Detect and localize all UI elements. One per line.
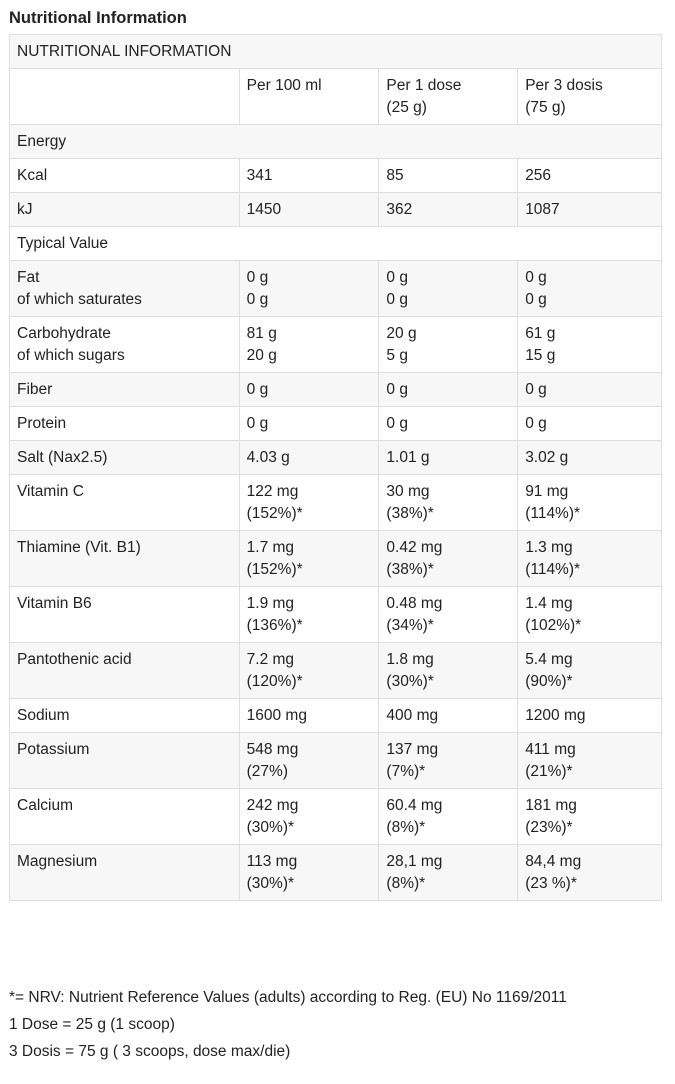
footnote-dosis: 3 Dosis = 75 g ( 3 scoops, dose max/die) (9, 1043, 291, 1060)
table-row: Pantothenic acid 7.2 mg (120%)* 1.8 mg (30%)… (9, 642, 662, 699)
nutrient-value: 411 mg (21%)* (517, 732, 662, 789)
footnotes: *= NRV: Nutrient Reference Values (adult… (9, 984, 567, 1065)
section-label: Energy (9, 124, 662, 159)
nutrient-value: 1.4 mg (102%)* (517, 586, 662, 643)
table-caption: NUTRITIONAL INFORMATION (9, 34, 662, 69)
nutrient-value: 0 g (238, 372, 380, 407)
nutrient-value: 0 g (517, 406, 662, 441)
nutrient-value: 61 g 15 g (517, 316, 662, 373)
footnote-nrv: *= NRV: Nutrient Reference Values (adult… (9, 989, 567, 1006)
nutrient-value: 5.4 mg (90%)* (517, 642, 662, 699)
footnote-dose: 1 Dose = 25 g (1 scoop) (9, 1016, 175, 1033)
nutrient-name: Pantothenic acid (9, 642, 240, 699)
section-label: Typical Value (9, 226, 662, 261)
nutrient-name: Fat of which saturates (9, 260, 240, 317)
nutrient-name: Fiber (9, 372, 240, 407)
table-row: Salt (Nax2.5) 4.03 g 1.01 g 3.02 g (9, 440, 662, 475)
nutrient-name: Magnesium (9, 844, 240, 901)
nutrient-name: Carbohydrate of which sugars (9, 316, 240, 373)
nutrient-value: 1087 (517, 192, 662, 227)
nutrient-value: 1200 mg (517, 698, 662, 733)
nutrient-value: 122 mg (152%)* (238, 474, 380, 531)
nutrient-value: 242 mg (30%)* (238, 788, 380, 845)
nutrient-value: 1.8 mg (30%)* (378, 642, 519, 699)
section-row: Energy (9, 124, 662, 159)
nutrient-value: 3.02 g (517, 440, 662, 475)
table-row: Vitamin B6 1.9 mg (136%)* 0.48 mg (34%)* 1.4 … (9, 586, 662, 643)
nutrient-name: Calcium (9, 788, 240, 845)
nutrient-value: 85 (378, 158, 519, 193)
nutrient-name: Thiamine (Vit. B1) (9, 530, 240, 587)
nutrient-value: 0 g (378, 372, 519, 407)
section-row: Typical Value (9, 226, 662, 261)
nutrient-name: Salt (Nax2.5) (9, 440, 240, 475)
nutrient-value: 81 g 20 g (238, 316, 380, 373)
nutrient-value: 60.4 mg (8%)* (378, 788, 519, 845)
nutrient-name: Protein (9, 406, 240, 441)
nutrient-value: 1.01 g (378, 440, 519, 475)
nutrient-value: 0 g (517, 372, 662, 407)
nutrient-name: kJ (9, 192, 240, 227)
table-row: Vitamin C 122 mg (152%)* 30 mg (38%)* 91 mg (1… (9, 474, 662, 531)
nutrient-name: Kcal (9, 158, 240, 193)
nutrient-value: 256 (517, 158, 662, 193)
nutrient-value: 1.9 mg (136%)* (238, 586, 380, 643)
nutrient-value: 1.7 mg (152%)* (238, 530, 380, 587)
column-header: Per 3 dosis (75 g) (517, 68, 662, 125)
table-caption-row: NUTRITIONAL INFORMATION (9, 34, 662, 69)
nutrient-value: 1450 (238, 192, 380, 227)
table-row: Thiamine (Vit. B1) 1.7 mg (152%)* 0.42 mg (3… (9, 530, 662, 587)
column-header: Per 1 dose (25 g) (378, 68, 519, 125)
nutrient-value: 0.48 mg (34%)* (378, 586, 519, 643)
nutrient-value: 548 mg (27%) (238, 732, 380, 789)
section-heading: Nutritional Information (9, 9, 187, 27)
table-row: Potassium 548 mg (27%) 137 mg (7%)* 411 mg (21… (9, 732, 662, 789)
nutrient-value: 4.03 g (238, 440, 380, 475)
nutrient-value: 181 mg (23%)* (517, 788, 662, 845)
table-row: Sodium 1600 mg 400 mg 1200 mg (9, 698, 662, 733)
nutrient-value: 362 (378, 192, 519, 227)
table-row: Magnesium 113 mg (30%)* 28,1 mg (8%)* 84,4 mg… (9, 844, 662, 901)
nutrition-table: NUTRITIONAL INFORMATION Per 100 ml Per 1 … (9, 34, 662, 901)
nutrient-value: 341 (238, 158, 380, 193)
nutrient-value: 30 mg (38%)* (378, 474, 519, 531)
nutrient-value: 137 mg (7%)* (378, 732, 519, 789)
nutrient-name: Vitamin B6 (9, 586, 240, 643)
nutrient-value: 0 g (238, 406, 380, 441)
nutrient-value: 28,1 mg (8%)* (378, 844, 519, 901)
nutrient-value: 1.3 mg (114%)* (517, 530, 662, 587)
table-row: Calcium 242 mg (30%)* 60.4 mg (8%)* 181 mg (23… (9, 788, 662, 845)
nutrient-name: Potassium (9, 732, 240, 789)
nutrient-value: 113 mg (30%)* (238, 844, 380, 901)
nutrient-value: 7.2 mg (120%)* (238, 642, 380, 699)
column-header: Per 100 ml (238, 68, 380, 125)
nutrient-value: 1600 mg (238, 698, 380, 733)
nutrient-value: 400 mg (378, 698, 519, 733)
nutrient-value: 84,4 mg (23 %)* (517, 844, 662, 901)
column-header-row: Per 100 ml Per 1 dose (25 g) Per 3 dosis (75… (9, 68, 662, 125)
nutrient-value: 0 g (378, 406, 519, 441)
nutrient-value: 0.42 mg (38%)* (378, 530, 519, 587)
nutrient-name: Sodium (9, 698, 240, 733)
column-header (9, 68, 240, 125)
table-row: Kcal 341 85 256 (9, 158, 662, 193)
nutrient-name: Vitamin C (9, 474, 240, 531)
table-row: kJ 1450 362 1087 (9, 192, 662, 227)
nutrient-value: 91 mg (114%)* (517, 474, 662, 531)
